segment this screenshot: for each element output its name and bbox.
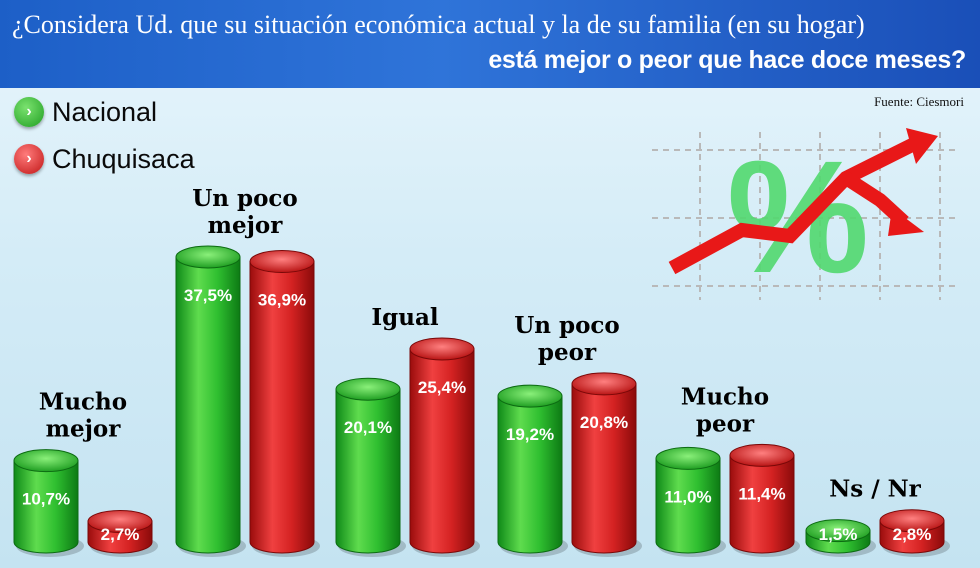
bar-top bbox=[497, 384, 563, 408]
bar-nacional-3 bbox=[497, 384, 568, 557]
category-label-4: Mucho bbox=[681, 383, 769, 410]
bars-layer bbox=[13, 245, 950, 557]
bar-chuquisaca-3 bbox=[571, 372, 642, 557]
bar-top bbox=[335, 377, 401, 401]
bar-body bbox=[409, 348, 475, 554]
value-label-chuquisaca-5: 2,8% bbox=[893, 525, 932, 544]
legend-label-nacional: Nacional bbox=[52, 96, 158, 127]
bar-nacional-1 bbox=[175, 245, 246, 557]
percent-symbol: % bbox=[727, 127, 869, 306]
bar-nacional-4 bbox=[655, 446, 726, 557]
legend-item-chuquisaca: › Chuquisaca bbox=[14, 141, 195, 177]
category-label-1: mejor bbox=[208, 212, 284, 239]
value-label-chuquisaca-4: 11,4% bbox=[738, 484, 785, 503]
decoration-percent-graphic: % bbox=[652, 127, 960, 306]
bar-chuquisaca-2 bbox=[409, 337, 480, 557]
bar-top bbox=[805, 519, 871, 543]
bar-top bbox=[87, 509, 153, 533]
bar-top bbox=[729, 443, 795, 467]
value-label-chuquisaca-2: 25,4% bbox=[418, 378, 466, 397]
bar-top bbox=[175, 245, 241, 269]
category-label-0: Mucho bbox=[39, 389, 127, 416]
category-label-0: mejor bbox=[46, 416, 122, 443]
value-label-chuquisaca-0: 2,7% bbox=[101, 525, 140, 544]
value-label-chuquisaca-3: 20,8% bbox=[580, 413, 628, 432]
category-label-4: peor bbox=[696, 410, 755, 437]
title-line-2: está mejor o peor que hace doce meses? bbox=[488, 46, 966, 74]
bar-top bbox=[409, 337, 475, 361]
bar-top bbox=[13, 449, 79, 473]
bar-body bbox=[175, 256, 241, 554]
chevron-right-icon: › bbox=[14, 97, 44, 127]
bar-chuquisaca-4 bbox=[729, 443, 800, 557]
value-label-nacional-5: 1,5% bbox=[819, 525, 858, 544]
bar-top bbox=[655, 446, 721, 470]
legend-label-chuquisaca: Chuquisaca bbox=[52, 143, 195, 174]
value-label-nacional-3: 19,2% bbox=[506, 425, 554, 444]
header-banner: ¿Considera Ud. que su situación económic… bbox=[0, 0, 980, 88]
bar-body bbox=[571, 383, 637, 554]
bar-body bbox=[655, 457, 721, 554]
chevron-right-icon: › bbox=[14, 144, 44, 174]
bar-body bbox=[249, 261, 315, 554]
source-note: Fuente: Ciesmori bbox=[874, 94, 964, 109]
bar-chuquisaca-0 bbox=[87, 509, 158, 557]
category-label-5: Ns / Nr bbox=[829, 476, 921, 503]
bar-body bbox=[497, 395, 563, 554]
legend-item-nacional: › Nacional bbox=[14, 94, 157, 130]
category-label-1: Un poco bbox=[192, 185, 298, 212]
title-line-1: ¿Considera Ud. que su situación económic… bbox=[12, 10, 865, 39]
bar-nacional-0 bbox=[13, 449, 84, 557]
bar-nacional-2 bbox=[335, 377, 406, 557]
bar-chuquisaca-1 bbox=[249, 250, 320, 557]
value-label-chuquisaca-1: 36,9% bbox=[258, 291, 306, 310]
bar-top bbox=[249, 250, 315, 274]
category-label-3: peor bbox=[538, 339, 597, 366]
bar-top bbox=[571, 372, 637, 396]
bar-body bbox=[729, 454, 795, 554]
bar-body bbox=[335, 388, 401, 554]
bar-chuquisaca-5 bbox=[879, 509, 950, 557]
bar-nacional-5 bbox=[805, 519, 876, 557]
value-label-nacional-4: 11,0% bbox=[664, 487, 711, 506]
value-label-nacional-0: 10,7% bbox=[22, 490, 70, 509]
category-label-3: Un poco bbox=[514, 312, 620, 339]
arrow-icon bbox=[668, 128, 938, 275]
value-label-nacional-2: 20,1% bbox=[344, 418, 392, 437]
value-label-nacional-1: 37,5% bbox=[184, 286, 232, 305]
bar-top bbox=[879, 509, 945, 533]
bar-body bbox=[13, 460, 79, 554]
category-label-2: Igual bbox=[371, 304, 438, 331]
